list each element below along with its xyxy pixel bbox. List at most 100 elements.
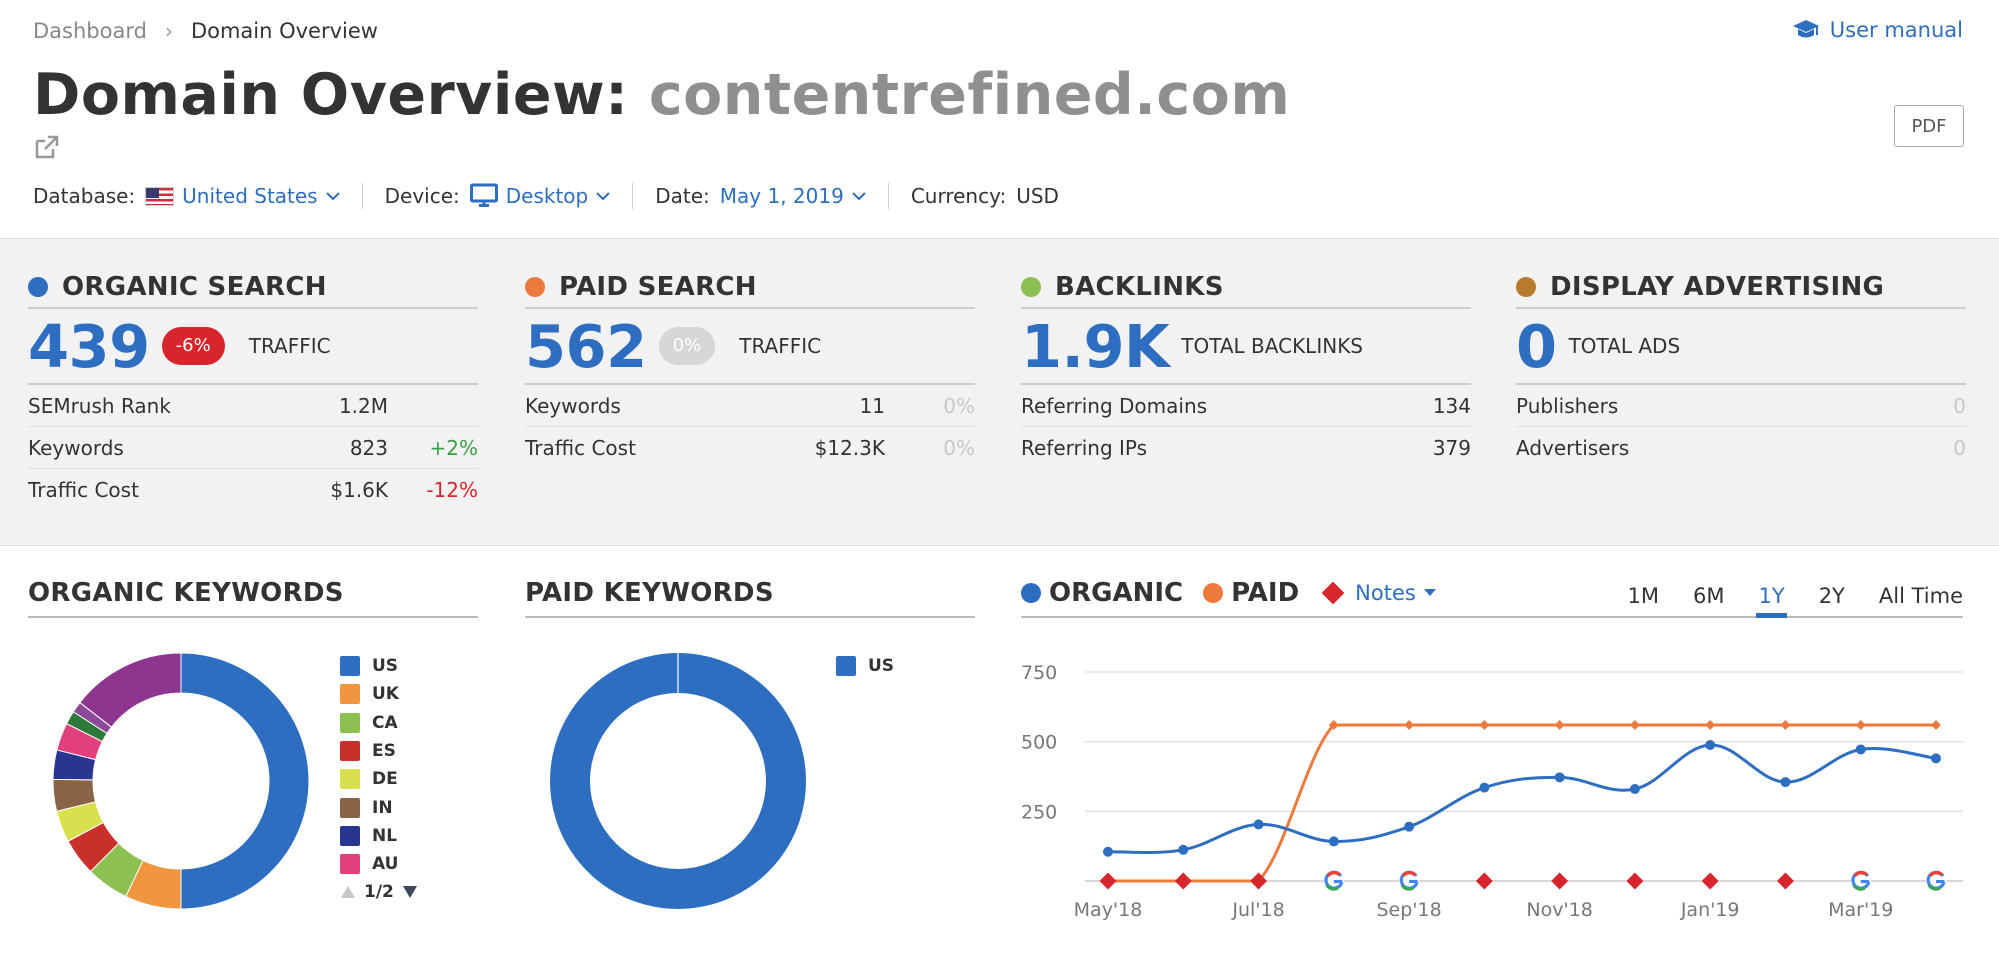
legend-organic[interactable]: ORGANIC <box>1021 578 1183 608</box>
note-marker-diamond[interactable] <box>1475 872 1493 890</box>
triangle-up-icon[interactable] <box>340 885 356 899</box>
metric-value[interactable]: 379 <box>1432 436 1471 460</box>
backlinks-total-value[interactable]: 1.9K <box>1021 311 1170 381</box>
organic-keywords-title[interactable]: ORGANIC KEYWORDS <box>28 578 478 618</box>
organic-point[interactable] <box>1479 782 1490 793</box>
date-select[interactable]: May 1, 2019 <box>720 184 866 208</box>
display-title[interactable]: DISPLAY ADVERTISING <box>1550 272 1885 302</box>
period-tab-all-time[interactable]: All Time <box>1878 584 1963 608</box>
currency-value: USD <box>1016 184 1059 208</box>
backlinks-widget: BACKLINKS 1.9K TOTAL BACKLINKS Referring… <box>1021 272 1471 469</box>
note-marker-diamond[interactable] <box>1776 872 1794 890</box>
caret-down-icon <box>1423 589 1436 596</box>
organic-title[interactable]: ORGANIC SEARCH <box>62 272 327 302</box>
graduation-cap-icon <box>1792 20 1819 38</box>
legend-item-uk[interactable]: UK <box>340 680 418 708</box>
donut-slice-us[interactable] <box>180 652 310 910</box>
database-select[interactable]: United States <box>145 184 340 208</box>
organic-point[interactable] <box>1253 819 1264 830</box>
page-title-prefix: Domain Overview: <box>33 62 649 128</box>
legend-paid[interactable]: PAID <box>1203 578 1299 608</box>
metric-value[interactable]: $1.6K <box>330 478 388 502</box>
display-total-ads-value[interactable]: 0 <box>1516 311 1557 381</box>
legend-item-au[interactable]: AU <box>340 850 418 878</box>
organic-point[interactable] <box>1629 784 1640 795</box>
metric-value[interactable]: 1.2M <box>338 393 388 418</box>
legend-item-us[interactable]: US <box>836 652 894 680</box>
organic-point[interactable] <box>1404 821 1415 832</box>
series-line-organic <box>1107 743 1937 855</box>
external-link-icon[interactable] <box>34 134 60 160</box>
donut-slice-other-3[interactable] <box>79 652 182 728</box>
triangle-down-icon[interactable] <box>402 885 418 899</box>
paid-traffic-value[interactable]: 562 <box>525 311 647 381</box>
period-tab-1m[interactable]: 1M <box>1627 584 1659 608</box>
notes-label: Notes <box>1355 581 1416 605</box>
organic-point[interactable] <box>1178 844 1189 855</box>
organic-point[interactable] <box>1705 740 1716 751</box>
breadcrumb-dashboard-link[interactable]: Dashboard <box>33 19 147 43</box>
note-marker-diamond[interactable] <box>1551 872 1569 890</box>
metric-value[interactable]: 823 <box>349 435 388 460</box>
paid-point[interactable] <box>1931 719 1941 730</box>
metric-value[interactable]: 134 <box>1432 393 1471 418</box>
note-marker-diamond[interactable] <box>1626 872 1644 890</box>
legend-swatch <box>340 741 360 762</box>
paid-point[interactable] <box>1554 719 1565 730</box>
pdf-button[interactable]: PDF <box>1894 105 1964 147</box>
metric-label: Publishers <box>1516 393 1619 418</box>
diamond-icon <box>1321 581 1345 605</box>
legend-item-nl[interactable]: NL <box>340 822 418 850</box>
google-update-icon[interactable] <box>1399 870 1420 891</box>
donut-slice-us[interactable] <box>550 653 806 909</box>
paid-title[interactable]: PAID SEARCH <box>559 272 757 302</box>
paid-point[interactable] <box>1705 719 1716 730</box>
paid-point[interactable] <box>1855 719 1866 730</box>
paid-point[interactable] <box>1780 719 1791 730</box>
organic-traffic-value[interactable]: 439 <box>28 311 150 381</box>
paid-keywords-donut-chart[interactable] <box>549 652 807 910</box>
device-select[interactable]: Desktop <box>469 183 610 209</box>
note-marker-diamond[interactable] <box>1250 872 1268 890</box>
period-tab-2y[interactable]: 2Y <box>1818 584 1845 608</box>
metric-value[interactable]: $12.3K <box>814 436 885 460</box>
legend-item-de[interactable]: DE <box>340 765 418 793</box>
organic-dot-icon <box>1021 583 1041 603</box>
y-tick-label: 500 <box>1021 732 1057 754</box>
google-update-icon[interactable] <box>1926 870 1946 891</box>
period-tab-6m[interactable]: 6M <box>1693 584 1725 608</box>
organic-keywords-donut-chart[interactable] <box>52 652 310 910</box>
organic-point[interactable] <box>1103 846 1113 857</box>
organic-point[interactable] <box>1780 777 1791 788</box>
paid-point[interactable] <box>1404 719 1415 730</box>
legend-item-es[interactable]: ES <box>340 737 418 765</box>
legend-label: NL <box>372 825 398 846</box>
metric-row: Keywords 11 0% <box>525 385 975 427</box>
note-marker-diamond[interactable] <box>1174 872 1192 890</box>
legend-item-ca[interactable]: CA <box>340 709 418 737</box>
organic-point[interactable] <box>1328 836 1339 847</box>
legend-label: DE <box>372 769 398 790</box>
metric-row: Referring Domains 134 <box>1021 385 1471 427</box>
paid-point[interactable] <box>1479 719 1490 730</box>
backlinks-title[interactable]: BACKLINKS <box>1055 272 1224 302</box>
google-update-icon[interactable] <box>1850 870 1871 891</box>
traffic-trend-chart[interactable]: 750 500 250 May'18 Jul'18 Sep'18 Nov'18 Jan'19 M… <box>1021 640 1967 930</box>
notes-dropdown[interactable]: Notes <box>1319 581 1436 605</box>
google-update-icon[interactable] <box>1323 870 1344 891</box>
legend-item-us[interactable]: US <box>340 652 418 680</box>
paid-point[interactable] <box>1629 719 1640 730</box>
user-manual-link[interactable]: User manual <box>1792 18 1963 42</box>
organic-point[interactable] <box>1855 744 1866 755</box>
legend-item-in[interactable]: IN <box>340 793 418 821</box>
paid-keywords-title[interactable]: PAID KEYWORDS <box>525 578 975 618</box>
metric-value[interactable]: 11 <box>859 393 885 418</box>
y-tick-label: 750 <box>1021 662 1057 684</box>
organic-traffic-change-badge: -6% <box>161 327 225 365</box>
period-tab-1y[interactable]: 1Y <box>1756 584 1787 618</box>
note-marker-diamond[interactable] <box>1099 872 1117 890</box>
organic-keywords-legend: US UK CA ES DE IN NL AU 1/2 <box>340 652 418 902</box>
organic-point[interactable] <box>1931 753 1941 764</box>
organic-point[interactable] <box>1554 772 1565 783</box>
note-marker-diamond[interactable] <box>1701 872 1719 890</box>
